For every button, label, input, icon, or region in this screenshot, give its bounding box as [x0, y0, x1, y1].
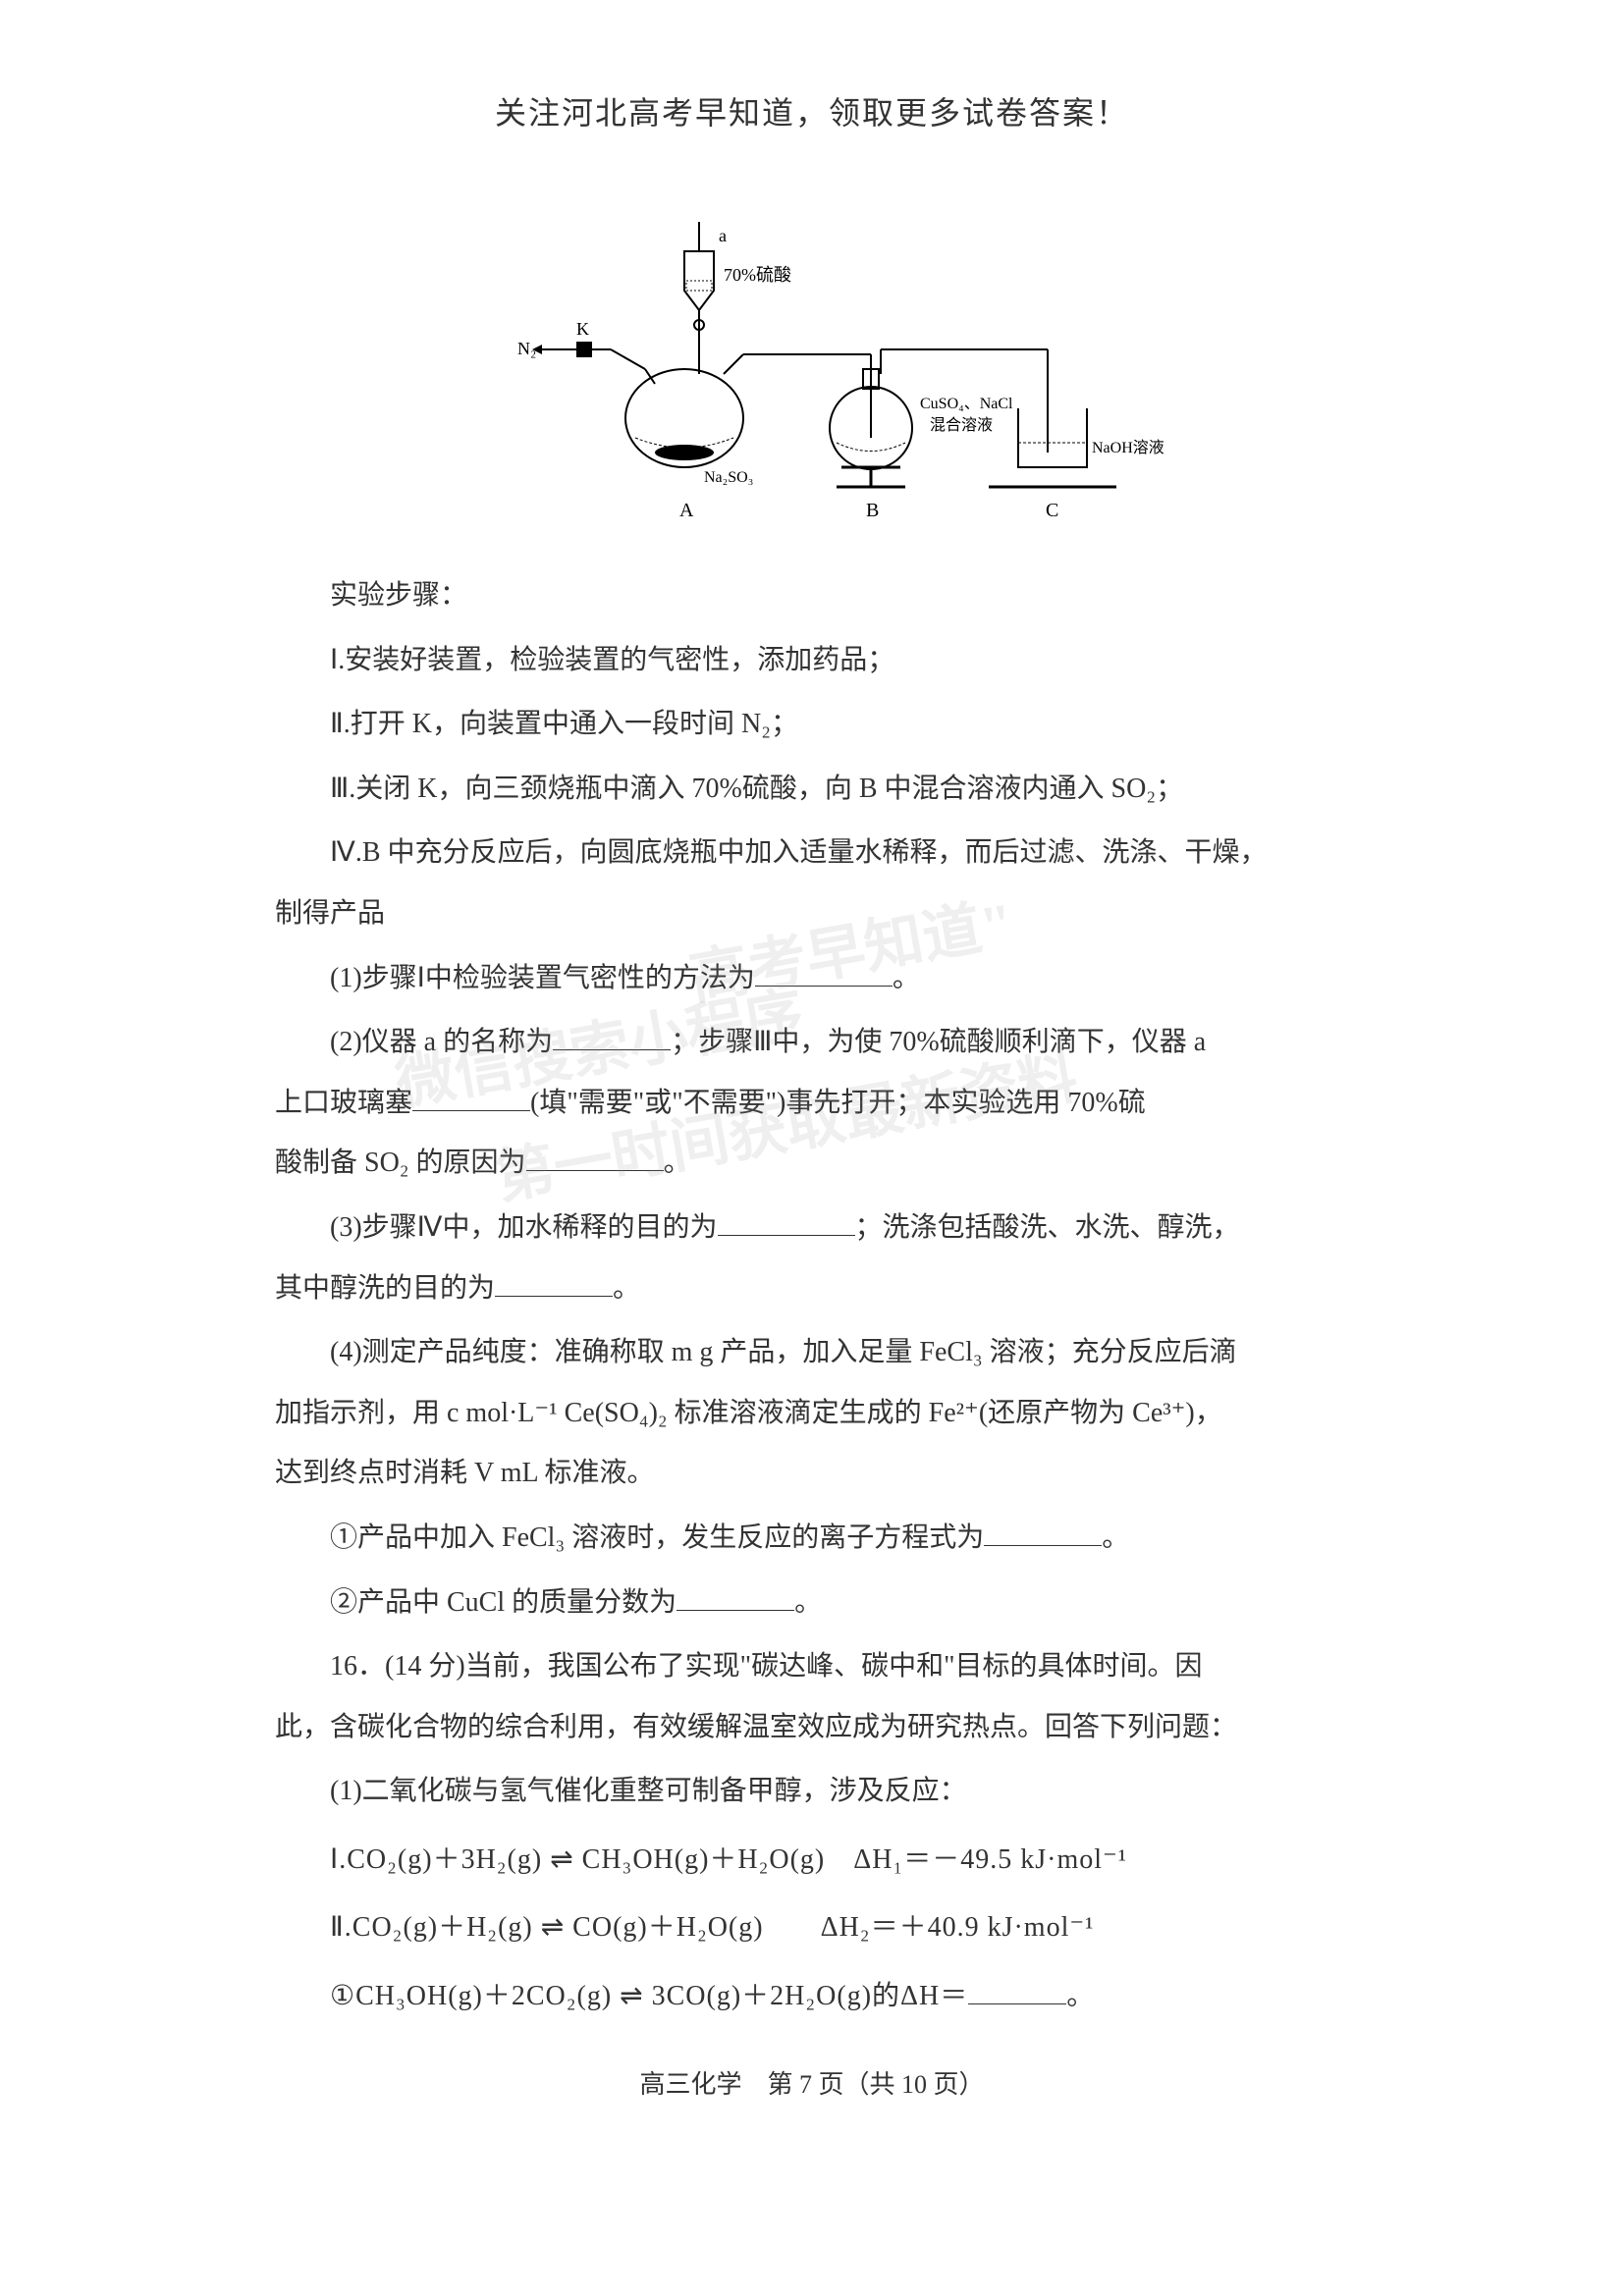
- q4-1b-text: 。: [1102, 1522, 1129, 1553]
- blank-q3c: [495, 1269, 613, 1297]
- question-16a: 16．(14 分)当前，我国公布了实现"碳达峰、碳中和"目标的具体时间。因: [275, 1636, 1349, 1697]
- blank-q2c: [412, 1084, 530, 1111]
- question-16b: 此，含碳化合物的综合利用，有效缓解温室效应成为研究热点。回答下列问题：: [275, 1697, 1349, 1758]
- diagram-svg: a 70%硫酸 N₂ K Na₂SO₃ A: [439, 212, 1185, 546]
- eq3b-text: 。: [1066, 1981, 1095, 2011]
- eq3a-text: ①CH₃OH(g)＋2CO₂(g) ⇌ 3CO(g)＋2H₂O(g)的ΔH＝: [330, 1981, 968, 2011]
- blank-q2e: [526, 1144, 664, 1171]
- blank-q4-1: [984, 1519, 1102, 1546]
- step-4a: Ⅳ.B 中充分反应后，向圆底烧瓶中加入适量水稀释，而后过滤、洗涤、干燥，: [275, 823, 1349, 883]
- q3a-text: (3)步骤Ⅳ中，加水稀释的目的为: [330, 1212, 718, 1243]
- page-content: a 70%硫酸 N₂ K Na₂SO₃ A: [0, 133, 1624, 2112]
- steps-header: 实验步骤：: [275, 565, 1349, 626]
- page-footer: 高三化学 第 7 页（共 10 页）: [275, 2056, 1349, 2112]
- label-B: B: [866, 500, 879, 521]
- question-2-line2: 上口玻璃塞 (填"需要"或"不需要")事先打开；本实验选用 70%硫: [275, 1073, 1349, 1134]
- blank-q1: [755, 959, 893, 987]
- question-1: (1)步骤Ⅰ中检验装置气密性的方法为 。: [275, 948, 1349, 1009]
- label-a: a: [719, 226, 727, 245]
- q2a-text: (2)仪器 a 的名称为: [330, 1027, 553, 1057]
- label-n2: N₂: [517, 339, 536, 358]
- label-k: K: [576, 319, 589, 339]
- q3b-text: ；洗涤包括酸洗、水洗、醇洗，: [855, 1212, 1240, 1243]
- label-sulfuric: 70%硫酸: [724, 265, 791, 285]
- step-3: Ⅲ.关闭 K，向三颈烧瓶中滴入 70%硫酸，向 B 中混合溶液内通入 SO₂；: [275, 759, 1349, 820]
- q2c-text: 上口玻璃塞: [275, 1088, 412, 1118]
- q3d-text: 。: [613, 1273, 640, 1304]
- label-naoh: NaOH溶液: [1092, 439, 1164, 456]
- question-2-line1: (2)仪器 a 的名称为 ；步骤Ⅲ中，为使 70%硫酸顺利滴下，仪器 a: [275, 1012, 1349, 1073]
- q4-2a-text: ②产品中 CuCl 的质量分数为: [330, 1587, 677, 1618]
- q4-2b-text: 。: [794, 1587, 822, 1618]
- q2f-text: 。: [664, 1148, 691, 1178]
- question-3-line1: (3)步骤Ⅳ中，加水稀释的目的为 ；洗涤包括酸洗、水洗、醇洗，: [275, 1198, 1349, 1258]
- q1-text: (1)步骤Ⅰ中检验装置气密性的方法为: [330, 963, 755, 993]
- label-A: A: [679, 500, 694, 521]
- question-16-1: (1)二氧化碳与氢气催化重整可制备甲醇，涉及反应：: [275, 1761, 1349, 1822]
- page-header: 关注河北高考早知道，领取更多试卷答案！: [0, 0, 1624, 133]
- blank-q3a: [718, 1208, 855, 1236]
- step-2: Ⅱ.打开 K，向装置中通入一段时间 N₂；: [275, 694, 1349, 755]
- label-C: C: [1046, 500, 1058, 521]
- question-2-line3: 酸制备 SO₂ 的原因为 。: [275, 1133, 1349, 1194]
- q4-1a-text: ①产品中加入 FeCl₃ 溶液时，发生反应的离子方程式为: [330, 1522, 984, 1553]
- q2b-text: ；步骤Ⅲ中，为使 70%硫酸顺利滴下，仪器 a: [671, 1027, 1206, 1057]
- q2d-text: (填"需要"或"不需要")事先打开；本实验选用 70%硫: [530, 1088, 1146, 1118]
- step-4b: 制得产品: [275, 883, 1349, 944]
- blank-eq3: [968, 1977, 1066, 2004]
- equation-2: Ⅱ.CO₂(g)＋H₂(g) ⇌ CO(g)＋H₂O(g) ΔH₂＝＋40.9 …: [275, 1897, 1349, 1958]
- step-1: Ⅰ.安装好装置，检验装置的气密性，添加药品；: [275, 630, 1349, 691]
- question-4-1: ①产品中加入 FeCl₃ 溶液时，发生反应的离子方程式为 。: [275, 1508, 1349, 1569]
- q3c-text: 其中醇洗的目的为: [275, 1273, 495, 1304]
- blank-q4-2: [677, 1583, 794, 1611]
- label-na2so3: Na₂SO₃: [704, 469, 753, 486]
- blank-q2a: [553, 1023, 671, 1050]
- equation-1: Ⅰ.CO₂(g)＋3H₂(g) ⇌ CH₃OH(g)＋H₂O(g) ΔH₁＝－4…: [275, 1830, 1349, 1891]
- q2e-text: 酸制备 SO₂ 的原因为: [275, 1148, 526, 1178]
- q1-end: 。: [893, 963, 920, 993]
- apparatus-diagram: a 70%硫酸 N₂ K Na₂SO₃ A: [439, 212, 1185, 546]
- question-3-line2: 其中醇洗的目的为 。: [275, 1258, 1349, 1319]
- question-4b: 加指示剂，用 c mol·L⁻¹ Ce(SO₄)₂ 标准溶液滴定生成的 Fe²⁺…: [275, 1383, 1349, 1444]
- question-4c: 达到终点时消耗 V mL 标准液。: [275, 1443, 1349, 1504]
- question-4-2: ②产品中 CuCl 的质量分数为 。: [275, 1573, 1349, 1633]
- label-mixed: 混合溶液: [930, 416, 993, 434]
- label-cuso4: CuSO₄、NaCl: [920, 396, 1013, 412]
- equation-3: ①CH₃OH(g)＋2CO₂(g) ⇌ 3CO(g)＋2H₂O(g)的ΔH＝ 。: [275, 1966, 1349, 2027]
- question-4a: (4)测定产品纯度：准确称取 m g 产品，加入足量 FeCl₃ 溶液；充分反应…: [275, 1322, 1349, 1383]
